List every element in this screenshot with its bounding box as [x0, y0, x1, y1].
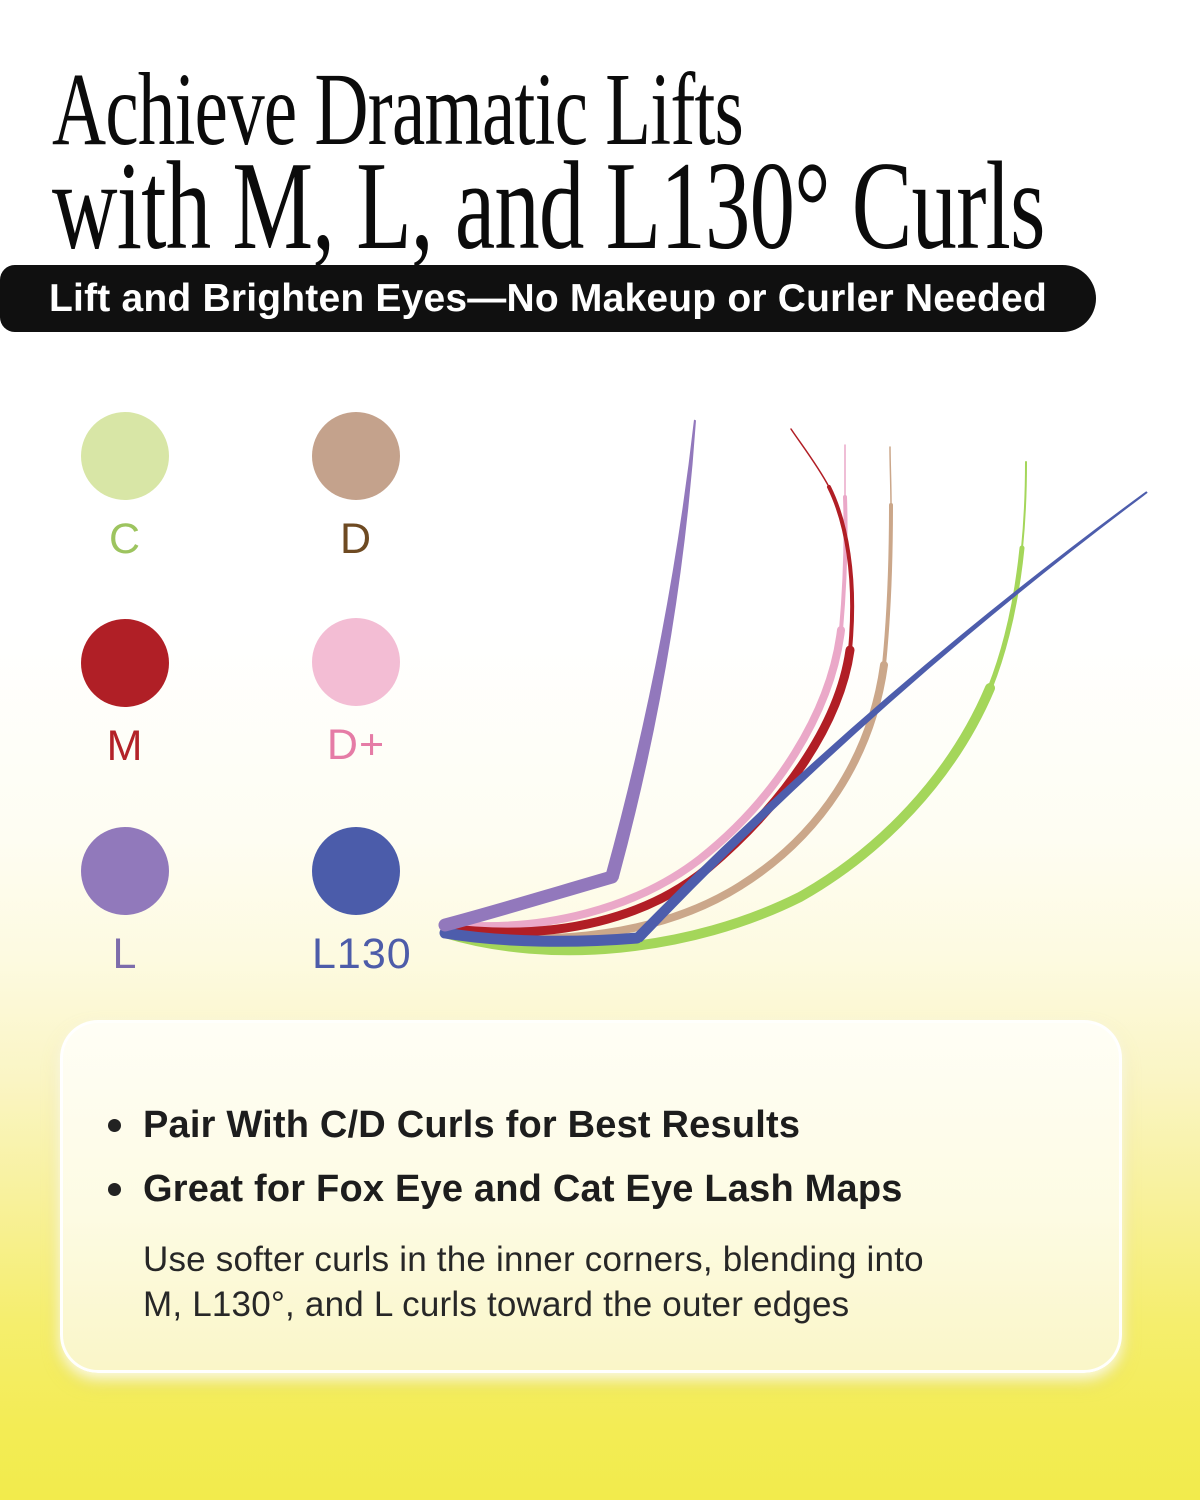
curl-curve-d-mid	[882, 503, 893, 667]
page-title-line2: with M, L, and L130° Curls	[52, 137, 1045, 276]
curl-curve-c-mid	[987, 545, 1025, 691]
legend-item-d: D	[312, 412, 400, 561]
curl-curve-m-tip	[790, 428, 830, 488]
curl-curve-m	[440, 645, 855, 937]
curl-curve-d	[441, 661, 888, 943]
curl-curve-c	[440, 683, 995, 956]
curl-d-plus-label: D+	[326, 721, 386, 769]
curl-curve-l130-base	[439, 927, 643, 947]
tip-1-text: Pair With C/D Curls for Best Results	[143, 1104, 801, 1146]
curl-curve-d-tip	[889, 446, 892, 506]
legend-item-d-plus: D+	[312, 618, 400, 767]
curl-d-plus-swatch	[312, 618, 400, 706]
tagline-banner: Lift and Brighten Eyes—No Makeup or Curl…	[0, 265, 1096, 332]
legend-item-m: M	[81, 619, 169, 768]
legend-item-l130: L130	[312, 827, 412, 978]
curl-l-swatch	[81, 827, 169, 915]
curl-l-label: L	[112, 930, 138, 978]
curl-curve-c-tip	[1021, 461, 1027, 549]
legend-item-c: C	[81, 412, 169, 561]
curl-m-label: M	[106, 722, 144, 770]
curl-c-label: C	[108, 515, 142, 563]
curl-d-swatch	[312, 412, 400, 500]
tip-row-2: Great for Fox Eye and Cat Eye Lash Maps	[108, 1167, 1064, 1213]
curl-l130-label: L130	[312, 930, 412, 978]
tagline-text: Lift and Brighten Eyes—No Makeup or Curl…	[49, 276, 1047, 320]
bullet-dot-icon	[108, 1119, 121, 1132]
tips-note-line1: Use softer curls in the inner corners, b…	[143, 1240, 924, 1280]
tips-note: Use softer curls in the inner corners, b…	[143, 1238, 1064, 1328]
bullet-dot-icon	[108, 1182, 121, 1196]
page-title-line1: Achieve Dramatic Lifts	[52, 52, 744, 167]
tips-card: Pair With C/D Curls for Best Results Gre…	[60, 1020, 1122, 1373]
curl-curve-d-plus	[441, 626, 845, 931]
curl-curve-l-lift	[605, 419, 696, 880]
curl-m-swatch	[81, 619, 169, 707]
curl-c-swatch	[81, 412, 169, 500]
tips-note-line2: M, L130°, and L curls toward the outer e…	[143, 1284, 850, 1324]
tip-row-1: Pair With C/D Curls for Best Results	[108, 1103, 1064, 1149]
curl-curve-m-mid	[827, 485, 855, 652]
curl-l130-swatch	[312, 827, 400, 915]
curl-curve-l-base	[438, 870, 619, 932]
curl-d-label: D	[339, 515, 373, 563]
legend-item-l: L	[81, 827, 169, 976]
tip-2-text: Great for Fox Eye and Cat Eye Lash Maps	[143, 1167, 903, 1210]
curl-curve-d-plus-mid	[839, 495, 848, 632]
curl-curve-l130-lift	[634, 491, 1148, 943]
